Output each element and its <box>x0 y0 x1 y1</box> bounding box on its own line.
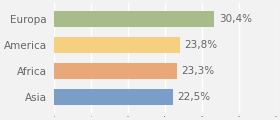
Text: 30,4%: 30,4% <box>219 14 252 24</box>
Bar <box>54 11 214 27</box>
Text: 23,3%: 23,3% <box>181 66 214 76</box>
Bar <box>54 63 177 79</box>
Text: 23,8%: 23,8% <box>184 40 217 50</box>
Bar <box>54 37 180 53</box>
Text: 22,5%: 22,5% <box>177 92 210 102</box>
Bar <box>54 89 173 105</box>
